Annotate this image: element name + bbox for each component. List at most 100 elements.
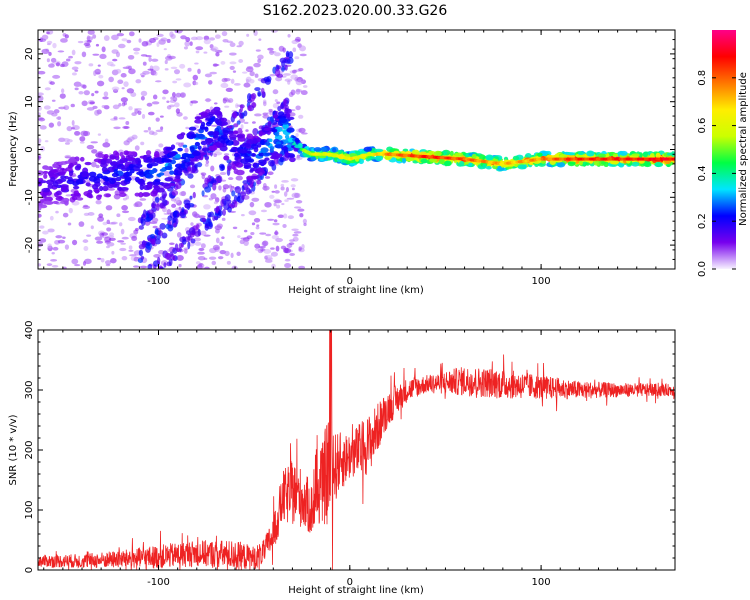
noise-speckle (291, 228, 299, 232)
ridge-cell (111, 172, 119, 178)
ridge-cell (71, 195, 78, 201)
noise-speckle (208, 256, 217, 260)
noise-speckle (218, 185, 222, 191)
striation-blob (280, 102, 284, 109)
ridge-cell (205, 137, 213, 144)
noise-speckle (46, 40, 53, 45)
noise-speckle (257, 58, 262, 63)
ridge-cell (41, 187, 51, 193)
striation-blob (189, 195, 193, 200)
noise-speckle (243, 82, 251, 88)
noise-speckle (211, 260, 217, 266)
noise-speckle (172, 80, 178, 84)
noise-speckle (251, 222, 256, 226)
noise-speckle (108, 237, 116, 241)
striation-blob (149, 233, 156, 239)
striation-blob (189, 232, 195, 238)
noise-speckle (203, 38, 211, 45)
noise-speckle (48, 122, 55, 128)
noise-speckle (94, 109, 100, 116)
striation-blob (254, 87, 261, 92)
ridge-cell (429, 158, 438, 163)
ridge-cell (256, 167, 264, 172)
noise-speckle (135, 79, 142, 84)
noise-speckle (264, 259, 273, 263)
ridge-cell (269, 146, 275, 150)
noise-speckle (139, 265, 148, 269)
ridge-cell (141, 192, 151, 197)
noise-speckle (180, 35, 187, 40)
noise-speckle (152, 225, 158, 229)
noise-speckle (74, 264, 81, 267)
noise-speckle (195, 46, 204, 51)
striation-blob (285, 50, 290, 58)
striation-blob (222, 209, 226, 216)
noise-speckle (71, 239, 78, 246)
ridge-cell (631, 161, 640, 167)
noise-speckle (38, 238, 47, 243)
noise-speckle (156, 42, 160, 47)
noise-speckle (38, 112, 41, 116)
ridge-cell (310, 156, 317, 161)
ridge-cell (332, 147, 337, 153)
striation-blob (237, 192, 241, 199)
ridge-cell (124, 176, 132, 182)
striation-blob (279, 57, 287, 64)
noise-speckle (250, 232, 255, 236)
noise-speckle (298, 246, 302, 251)
ridge-cell (258, 131, 263, 137)
noise-speckle (271, 263, 276, 269)
noise-speckle (81, 51, 87, 58)
ridge-cell (187, 166, 192, 172)
noise-speckle (253, 113, 262, 117)
colorbar-tick-label: 0.2 (697, 213, 708, 229)
noise-speckle (97, 133, 102, 136)
striation-blob (172, 217, 177, 223)
ridge-cell (105, 193, 111, 198)
striation-blob (282, 98, 287, 105)
y-tick-label: 100 (24, 500, 35, 519)
noise-speckle (114, 190, 121, 196)
noise-speckle (38, 117, 46, 122)
striation-blob (183, 209, 189, 215)
ridge-cell (601, 161, 607, 165)
ridge-cell (438, 158, 445, 165)
ridge-cell (175, 175, 181, 180)
spectrogram-background (38, 30, 675, 269)
noise-speckle (291, 187, 295, 191)
noise-speckle (249, 201, 255, 208)
noise-speckle (83, 245, 89, 251)
ridge-cell (186, 135, 192, 139)
noise-speckle (139, 198, 147, 201)
noise-speckle (282, 47, 286, 53)
striation-blob (138, 278, 142, 284)
noise-speckle (111, 34, 119, 41)
noise-speckle (38, 241, 44, 248)
ridge-cell (43, 173, 48, 179)
noise-speckle (229, 42, 236, 48)
noise-speckle (101, 104, 107, 108)
noise-speckle (94, 236, 103, 241)
noise-speckle (203, 234, 211, 237)
ridge-cell (247, 151, 252, 155)
noise-speckle (270, 251, 278, 257)
noise-speckle (219, 171, 227, 176)
noise-speckle (292, 233, 299, 237)
noise-speckle (223, 153, 230, 156)
noise-speckle (196, 113, 200, 117)
noise-speckle (38, 38, 47, 42)
noise-speckle (286, 197, 295, 200)
noise-speckle (135, 227, 139, 232)
noise-speckle (263, 249, 272, 254)
noise-speckle (233, 82, 241, 86)
snr-panel: -100 0 100 0 100 200 300 400 Height of straight… (8, 320, 676, 596)
noise-speckle (245, 129, 249, 132)
noise-speckle (97, 216, 105, 222)
noise-speckle (47, 228, 55, 233)
striation-blob (158, 265, 164, 269)
ridge-cell (153, 157, 163, 163)
noise-speckle (38, 156, 42, 159)
ridge-cell (145, 150, 152, 156)
noise-speckle (221, 236, 225, 240)
noise-speckle (204, 73, 213, 78)
